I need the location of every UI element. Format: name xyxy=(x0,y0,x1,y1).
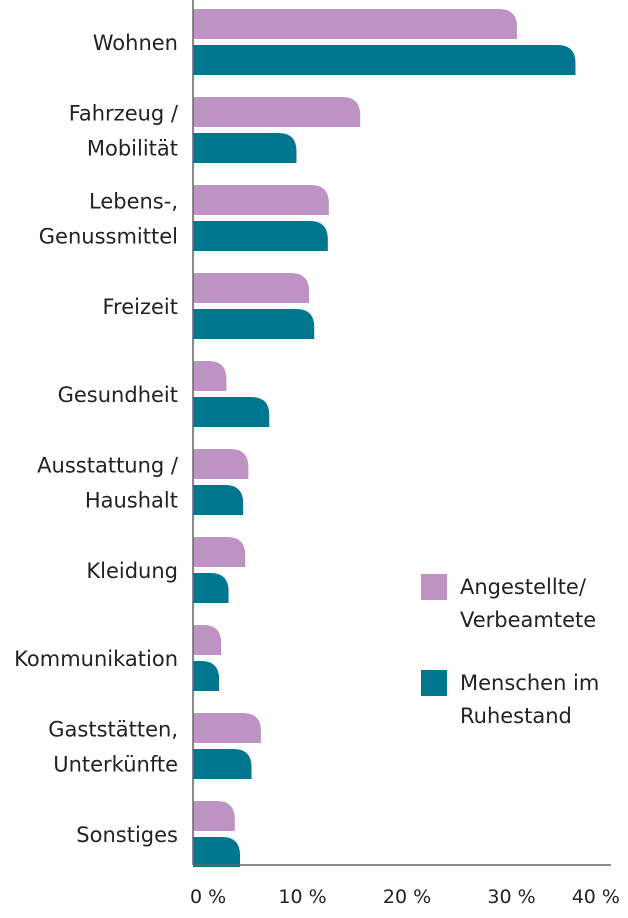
x-tick-label: 40 % xyxy=(572,886,620,908)
bar-ruhestand xyxy=(193,485,244,515)
category-label: Genussmittel xyxy=(39,225,178,249)
bar-ruhestand xyxy=(193,573,229,603)
category-label: Fahrzeug / xyxy=(69,102,179,126)
bar-angestellte xyxy=(193,801,235,831)
category-label: Gaststätten, xyxy=(48,718,178,742)
x-tick-label: 30 % xyxy=(487,886,535,908)
category-label: Ausstattung / xyxy=(37,454,179,478)
bar-ruhestand xyxy=(193,45,576,75)
legend-label: Menschen im xyxy=(460,671,599,695)
bar-ruhestand xyxy=(193,661,220,691)
category-label: Unterkünfte xyxy=(53,753,178,777)
category-label: Lebens-, xyxy=(89,190,178,214)
category-label: Kleidung xyxy=(86,559,178,583)
bar-angestellte xyxy=(193,713,261,743)
bar-angestellte xyxy=(193,273,309,303)
bar-angestellte xyxy=(193,625,222,655)
bar-angestellte xyxy=(193,9,517,39)
bar-ruhestand xyxy=(193,133,297,163)
bar-angestellte xyxy=(193,97,361,127)
bar-ruhestand xyxy=(193,397,270,427)
category-label: Kommunikation xyxy=(14,647,178,671)
bar-ruhestand xyxy=(193,837,241,867)
x-tick-label: 20 % xyxy=(383,886,431,908)
bar-angestellte xyxy=(193,185,329,215)
category-label: Haushalt xyxy=(85,489,178,513)
bar-ruhestand xyxy=(193,309,315,339)
bar-angestellte xyxy=(193,361,227,391)
category-label: Gesundheit xyxy=(58,383,178,407)
bar-ruhestand xyxy=(193,221,328,251)
bar-ruhestand xyxy=(193,749,252,779)
x-tick-label: 10 % xyxy=(278,886,326,908)
legend-label: Angestellte/ xyxy=(460,575,587,599)
bar-angestellte xyxy=(193,449,249,479)
legend-swatch xyxy=(421,670,447,696)
category-label: Mobilität xyxy=(87,137,178,161)
category-label: Freizeit xyxy=(103,295,179,319)
legend-label: Verbeamtete xyxy=(460,608,596,632)
legend-label: Ruhestand xyxy=(460,704,572,728)
legend-swatch xyxy=(421,574,447,600)
category-label: Wohnen xyxy=(93,31,178,55)
bar-angestellte xyxy=(193,537,246,567)
x-tick-label: 0 % xyxy=(190,886,226,908)
category-label: Sonstiges xyxy=(76,823,178,847)
